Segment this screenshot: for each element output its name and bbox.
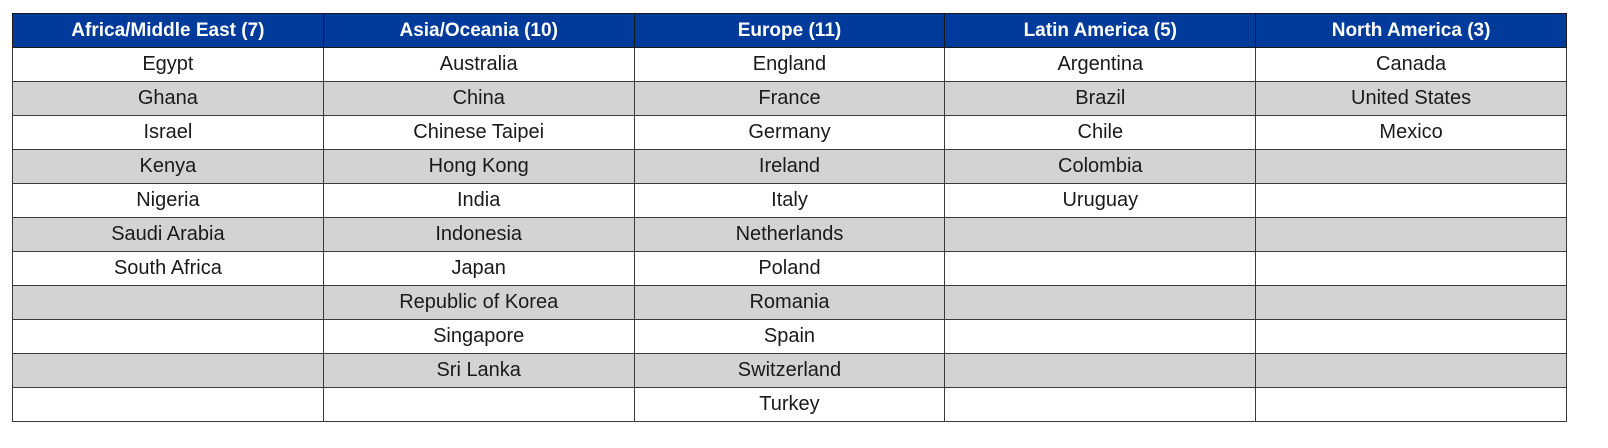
table-cell: Israel [12,115,324,150]
table-cell: South Africa [12,251,324,286]
table-cell: Egypt [12,47,324,82]
table-cell [944,217,1257,252]
header-europe: Europe (11) [633,13,946,48]
table-cell: Kenya [12,149,324,184]
table-cell: Republic of Korea [322,285,635,320]
table-row: Israel Chinese Taipei Germany Chile Mexi… [12,115,1567,150]
table-cell: Romania [633,285,946,320]
header-north-america: North America (3) [1255,13,1567,48]
table-row: Turkey [12,387,1567,422]
table-cell: Hong Kong [322,149,635,184]
table-cell [944,251,1257,286]
table-row: Kenya Hong Kong Ireland Colombia [12,149,1567,184]
table-cell [944,285,1257,320]
table-row: Ghana China France Brazil United States [12,81,1567,116]
region-country-table: Africa/Middle East (7) Asia/Oceania (10)… [12,13,1567,422]
table-cell: Mexico [1255,115,1567,150]
table-cell: Switzerland [633,353,946,388]
table-cell: China [322,81,635,116]
table-cell [1255,387,1567,422]
table-cell: Turkey [633,387,946,422]
table-header-row: Africa/Middle East (7) Asia/Oceania (10)… [12,13,1567,48]
table-cell: England [633,47,946,82]
table-cell: Ireland [633,149,946,184]
region-table-container: Africa/Middle East (7) Asia/Oceania (10)… [12,13,1567,422]
header-latin-america: Latin America (5) [944,13,1257,48]
table-cell [944,387,1257,422]
table-cell: Colombia [944,149,1257,184]
table-cell: Chile [944,115,1257,150]
table-cell: Uruguay [944,183,1257,218]
table-cell [12,285,324,320]
table-cell [1255,353,1567,388]
table-cell: United States [1255,81,1567,116]
table-cell: Singapore [322,319,635,354]
table-cell [1255,183,1567,218]
table-cell: Sri Lanka [322,353,635,388]
table-cell [1255,319,1567,354]
table-cell [944,353,1257,388]
header-asia-oceania: Asia/Oceania (10) [322,13,635,48]
table-cell [1255,251,1567,286]
table-cell: Ghana [12,81,324,116]
table-cell [12,387,324,422]
table-cell [1255,149,1567,184]
header-africa-middle-east: Africa/Middle East (7) [12,13,324,48]
table-row: Egypt Australia England Argentina Canada [12,47,1567,82]
table-cell [944,319,1257,354]
table-cell: France [633,81,946,116]
table-row: Nigeria India Italy Uruguay [12,183,1567,218]
table-cell: Japan [322,251,635,286]
table-cell [322,387,635,422]
table-cell: Brazil [944,81,1257,116]
table-row: South Africa Japan Poland [12,251,1567,286]
table-cell: Nigeria [12,183,324,218]
table-row: Saudi Arabia Indonesia Netherlands [12,217,1567,252]
table-cell: Netherlands [633,217,946,252]
table-cell [12,319,324,354]
table-cell: Italy [633,183,946,218]
table-cell [1255,285,1567,320]
table-cell: Argentina [944,47,1257,82]
table-cell: Australia [322,47,635,82]
table-cell: Spain [633,319,946,354]
table-cell [1255,217,1567,252]
table-cell: Canada [1255,47,1567,82]
table-cell: Germany [633,115,946,150]
table-cell: Chinese Taipei [322,115,635,150]
table-body: Egypt Australia England Argentina Canada… [12,47,1567,422]
table-cell: India [322,183,635,218]
table-row: Singapore Spain [12,319,1567,354]
table-cell: Poland [633,251,946,286]
table-cell [12,353,324,388]
table-cell: Saudi Arabia [12,217,324,252]
table-row: Sri Lanka Switzerland [12,353,1567,388]
table-row: Republic of Korea Romania [12,285,1567,320]
table-cell: Indonesia [322,217,635,252]
